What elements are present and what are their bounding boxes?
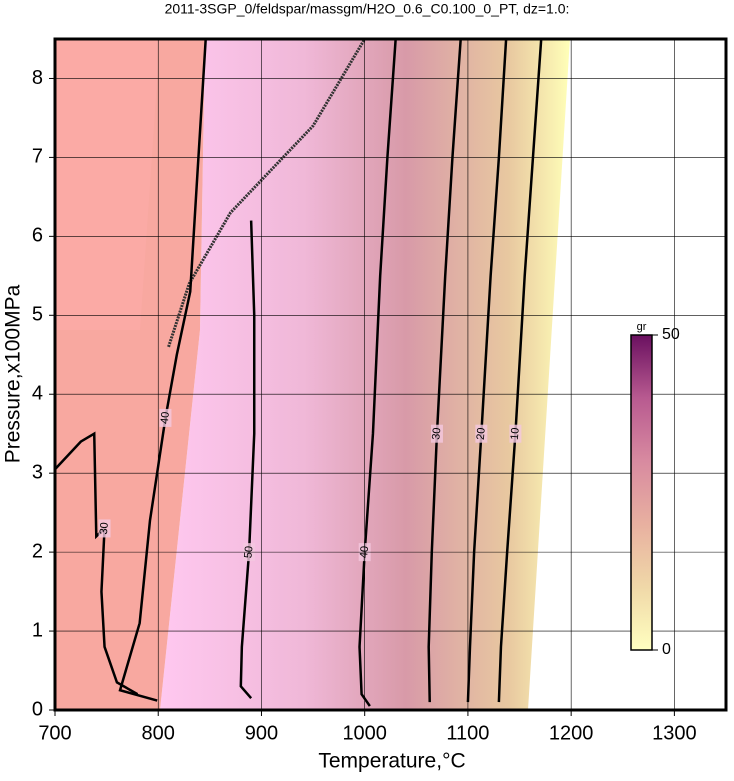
phase-boundary: [167, 38, 366, 348]
x-tick-label: 900: [245, 722, 278, 744]
x-tick-label: 1200: [549, 722, 594, 744]
plot-frame: [53, 37, 728, 712]
y-tick-label: 0: [32, 698, 43, 720]
field-fill: [55, 38, 570, 710]
contour-label: 30: [430, 427, 443, 440]
contour-label: 40: [159, 411, 172, 424]
x-tick-label: 1000: [342, 722, 387, 744]
contour-label: 30: [98, 522, 111, 535]
y-tick-label: 2: [32, 540, 43, 562]
x-tick-label: 1100: [446, 722, 489, 744]
pink-region: [160, 38, 570, 710]
y-tick-label: 1: [32, 619, 43, 641]
colorbar: [630, 334, 653, 651]
x-axis-label: Temperature,°C: [318, 750, 465, 773]
contour-label-bg: [475, 424, 488, 443]
y-tick-label: 3: [32, 461, 43, 483]
contour-label-bg: [430, 424, 443, 443]
contour-line: [358, 38, 397, 707]
y-axis-label: Pressure,x100MPa: [2, 284, 25, 463]
x-tick-label: 1300: [652, 722, 697, 744]
colorbar-label: gr: [637, 321, 647, 333]
salmon-region-upper: [55, 38, 160, 330]
y-tick-label: 4: [32, 383, 43, 405]
colorbar-tick-label: 50: [662, 326, 680, 343]
contour-label: 20: [475, 427, 488, 440]
x-tick-label: 700: [38, 722, 71, 744]
y-tick-label: 7: [32, 146, 43, 168]
y-tick-label: 8: [32, 67, 43, 89]
colorbar-tick-label: 0: [662, 641, 671, 658]
contour-label-bg: [159, 408, 172, 427]
contour-label: 10: [509, 427, 522, 440]
contour-label-bg: [98, 519, 111, 538]
y-tick-label: 6: [32, 225, 43, 247]
chart-title: 2011-3SGP_0/feldspar/massgm/H2O_0.6_C0.1…: [165, 1, 570, 17]
contour-label-bg: [509, 424, 522, 443]
x-tick-label: 800: [142, 722, 175, 744]
y-tick-label: 5: [32, 304, 43, 326]
